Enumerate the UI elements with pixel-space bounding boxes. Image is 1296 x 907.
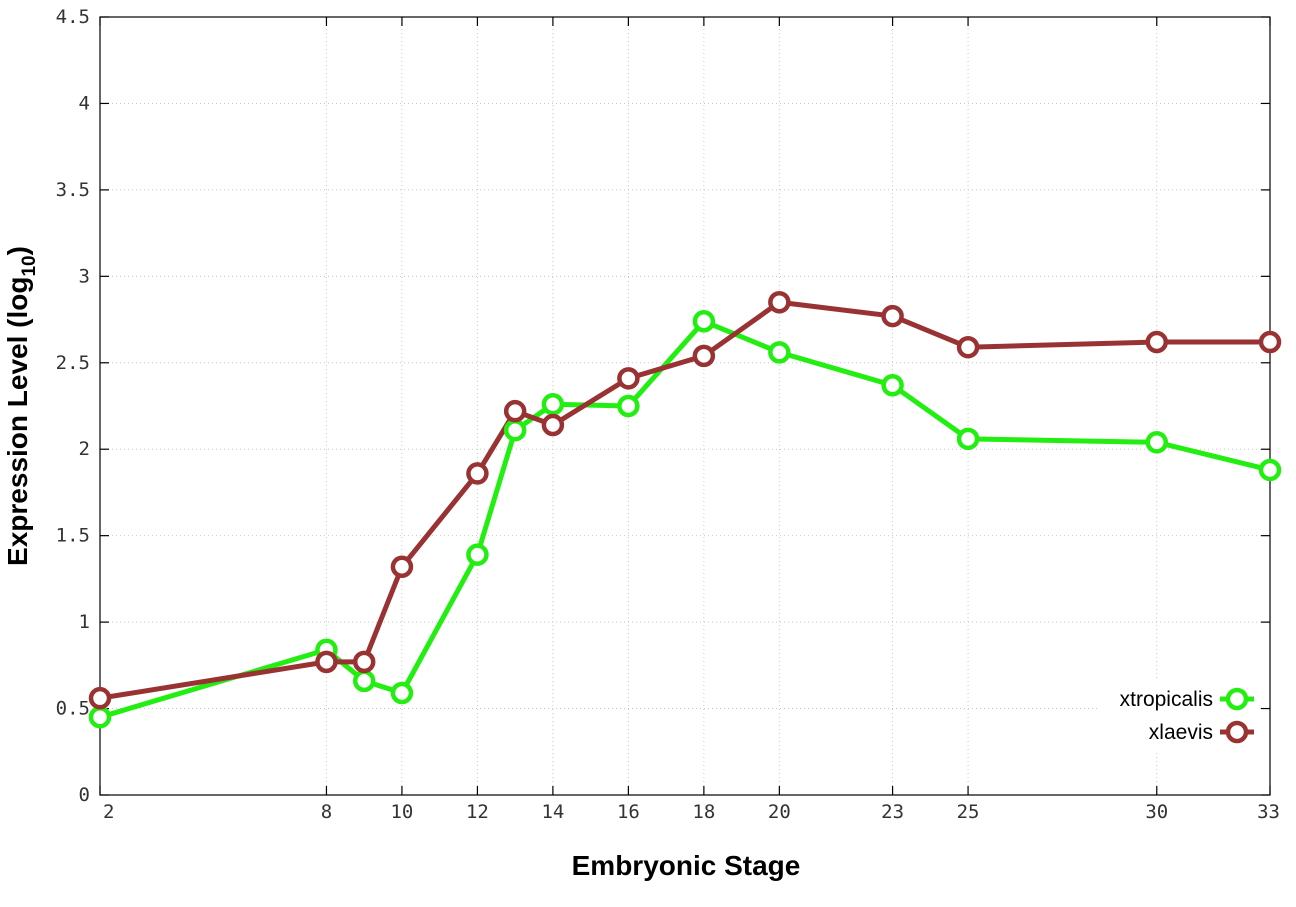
x-tick-label: 10	[390, 801, 413, 823]
data-point	[1258, 330, 1282, 354]
data-point	[352, 669, 376, 693]
data-point	[768, 291, 791, 314]
x-tick-label: 2	[103, 801, 114, 823]
data-point	[352, 650, 376, 674]
series	[88, 291, 1282, 729]
plot-frame	[99, 16, 1271, 796]
data-point	[541, 413, 565, 437]
x-tick-label: 16	[617, 801, 640, 823]
y-tick-label: 4.5	[56, 6, 90, 28]
data-point	[692, 344, 716, 368]
grid	[100, 17, 1270, 795]
data-point	[617, 394, 640, 418]
data-point	[88, 705, 112, 729]
legend-swatch-marker	[1225, 687, 1249, 711]
y-axis-title-close: )	[2, 246, 33, 255]
tick-labels: 0 0.5 1 1.5 2 2.5 3 3.5 4 4.5 2 8 10 12 14 16 18 20 23 25 30…	[56, 6, 1280, 823]
y-tick-label: 0.5	[56, 698, 90, 720]
y-tick-label: 0	[79, 784, 90, 806]
x-tick-label: 14	[541, 801, 564, 823]
axes	[99, 16, 1271, 796]
series-line	[99, 299, 1270, 701]
data-point	[466, 543, 489, 566]
legend: xtropicalis xlaevis	[1100, 681, 1260, 751]
series-markers-xtropicalis	[88, 310, 1282, 729]
data-point	[881, 304, 904, 328]
y-tick-label: 2	[79, 438, 90, 460]
data-point	[956, 427, 980, 451]
y-tick-label: 4	[79, 92, 90, 114]
x-tick-label: 30	[1145, 801, 1168, 823]
data-point	[881, 374, 904, 397]
data-point	[88, 686, 112, 710]
legend-label: xlaevis	[1149, 721, 1213, 744]
legend-label: xtropicalis	[1120, 688, 1213, 711]
data-point	[315, 650, 338, 674]
y-axis-title-main: Expression Level (log	[2, 277, 33, 566]
x-axis-title: Embryonic Stage	[572, 850, 801, 881]
y-tick-label: 1.5	[56, 525, 90, 547]
data-point	[1145, 330, 1169, 354]
data-point	[617, 367, 640, 390]
x-tick-label: 25	[957, 801, 980, 823]
data-point	[466, 462, 489, 485]
x-tick-label: 18	[692, 801, 715, 823]
x-tick-label: 20	[768, 801, 791, 823]
y-axis-title-subscript: 10	[19, 255, 40, 276]
y-tick-label: 1	[79, 611, 90, 633]
x-tick-label: 8	[321, 801, 332, 823]
data-point	[503, 418, 527, 442]
legend-swatch-marker	[1225, 720, 1249, 744]
data-point	[1258, 458, 1282, 482]
series-xlaevis	[99, 299, 1270, 701]
data-point	[541, 393, 565, 416]
data-point	[768, 341, 791, 364]
y-axis-title: Expression Level (log10)	[2, 246, 40, 566]
series-xtropicalis	[99, 318, 1271, 720]
data-point	[503, 399, 527, 423]
x-tick-label: 12	[466, 801, 489, 823]
x-tick-label: 23	[881, 801, 904, 823]
y-tick-label: 2.5	[56, 352, 90, 374]
data-point	[390, 555, 414, 579]
data-point	[692, 310, 716, 333]
series-line	[99, 318, 1271, 720]
series-markers-xlaevis	[88, 291, 1282, 710]
data-point	[956, 335, 980, 359]
y-tick-label: 3.5	[56, 179, 90, 201]
y-tick-label: 3	[79, 265, 90, 287]
data-point	[390, 681, 414, 705]
data-point	[1145, 431, 1169, 454]
x-tick-label: 33	[1257, 801, 1280, 823]
